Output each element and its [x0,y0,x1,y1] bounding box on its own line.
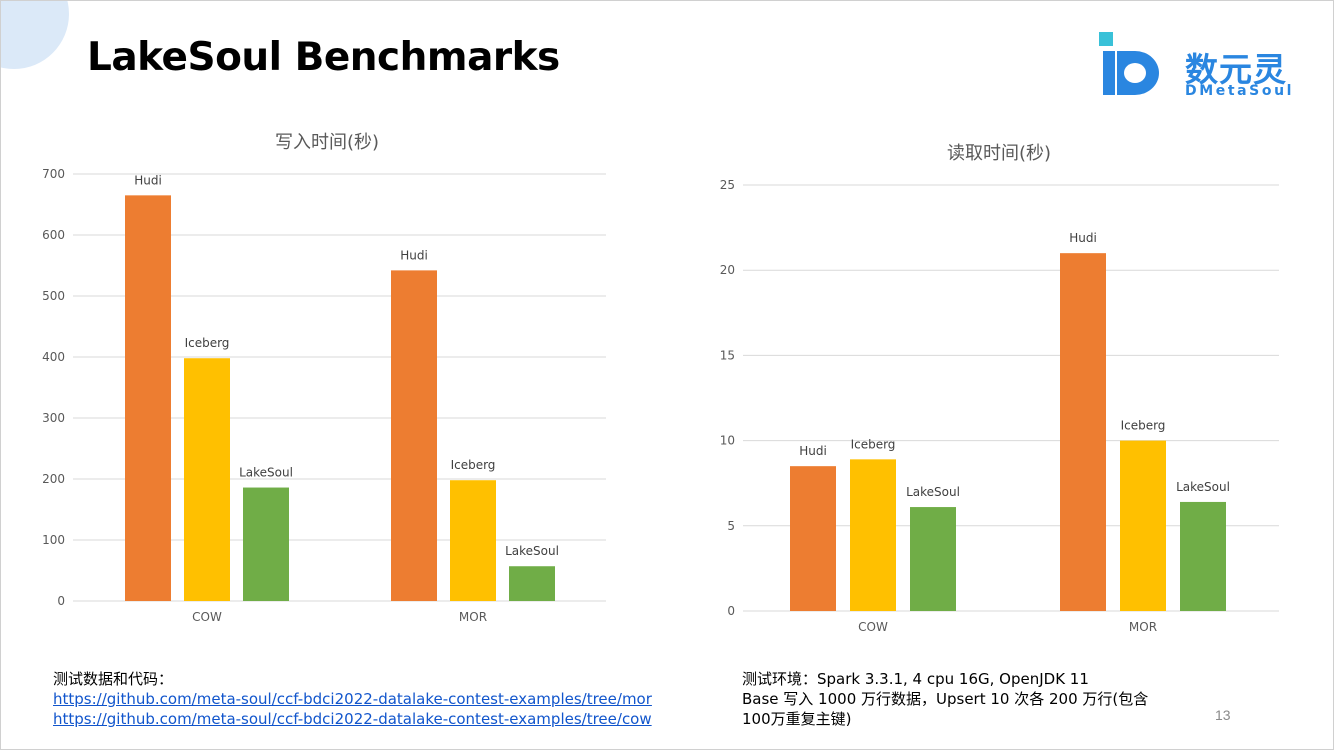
write-bar-hudi-cow [125,195,171,601]
read-bar-lakesoul-mor [1180,501,1226,611]
read-bar-iceberg-cow [850,459,896,611]
write-bar-label: LakeSoul [505,544,559,558]
read-x-tick-label: COW [858,620,888,634]
test-data-note: 测试数据和代码： https://github.com/meta-soul/cc… [53,669,701,729]
page-number: 13 [1215,707,1231,723]
write-y-tick-label: 200 [42,472,65,486]
read-bar-label: Hudi [1069,231,1097,245]
read-bar-label: Iceberg [851,437,896,451]
read-bar-hudi-mor [1060,253,1106,611]
read-bar-label: LakeSoul [906,485,960,499]
read-bar-label: Iceberg [1121,419,1166,433]
write-y-tick-label: 100 [42,533,65,547]
logo-text-en: DMetaSoul [1185,83,1295,99]
read-chart-title: 读取时间(秒) [947,143,1051,164]
write-y-tick-label: 500 [42,289,65,303]
repo-link-mor[interactable]: https://github.com/meta-soul/ccf-bdci202… [53,690,652,708]
read-y-tick-label: 10 [720,434,735,448]
brand-logo: 数元灵 DMetaSoul [1095,29,1305,105]
logo-mark-icon [1099,32,1159,95]
write-y-tick-label: 400 [42,350,65,364]
test-env-line-1: 测试环境：Spark 3.3.1, 4 cpu 16G, OpenJDK 11 [742,670,1089,688]
read-bar-hudi-cow [790,466,836,611]
write-bar-iceberg-cow [184,358,230,601]
write-y-tick-label: 300 [42,411,65,425]
write-bar-label: LakeSoul [239,466,293,480]
read-y-tick-label: 0 [727,604,735,618]
write-x-tick-label: MOR [459,610,487,624]
test-data-heading: 测试数据和代码： [53,670,174,688]
write-bar-label: Iceberg [451,458,496,472]
write-y-tick-label: 600 [42,228,65,242]
test-env-line-2: Base 写入 1000 万行数据，Upsert 10 次各 200 万行(包含 [742,690,1149,708]
repo-link-cow[interactable]: https://github.com/meta-soul/ccf-bdci202… [53,710,652,728]
write-bar-lakesoul-cow [243,487,289,601]
read-bar-label: LakeSoul [1176,480,1230,494]
read-bar-iceberg-mor [1120,440,1166,611]
test-env-line-3: 100万重复主键) [742,710,852,728]
write-bar-hudi-mor [391,270,437,601]
read-y-tick-label: 25 [720,178,735,192]
write-y-tick-label: 0 [57,594,65,608]
write-bar-iceberg-mor [450,480,496,601]
read-bar-lakesoul-cow [910,507,956,611]
write-chart-title: 写入时间(秒) [275,132,379,153]
test-env-note: 测试环境：Spark 3.3.1, 4 cpu 16G, OpenJDK 11 … [742,669,1212,729]
write-bar-label: Hudi [400,248,428,262]
read-x-tick-label: MOR [1129,620,1157,634]
slide-title: LakeSoul Benchmarks [87,35,560,80]
read-y-tick-label: 5 [727,519,735,533]
write-y-tick-label: 700 [42,167,65,181]
read-y-tick-label: 20 [720,263,735,277]
write-x-tick-label: COW [192,610,222,624]
logo-text-cn: 数元灵 [1185,50,1287,89]
read-y-tick-label: 15 [720,348,735,362]
write-bar-label: Iceberg [185,336,230,350]
write-bar-label: Hudi [134,173,162,187]
read-bar-label: Hudi [799,444,827,458]
write-bar-lakesoul-mor [509,566,555,601]
